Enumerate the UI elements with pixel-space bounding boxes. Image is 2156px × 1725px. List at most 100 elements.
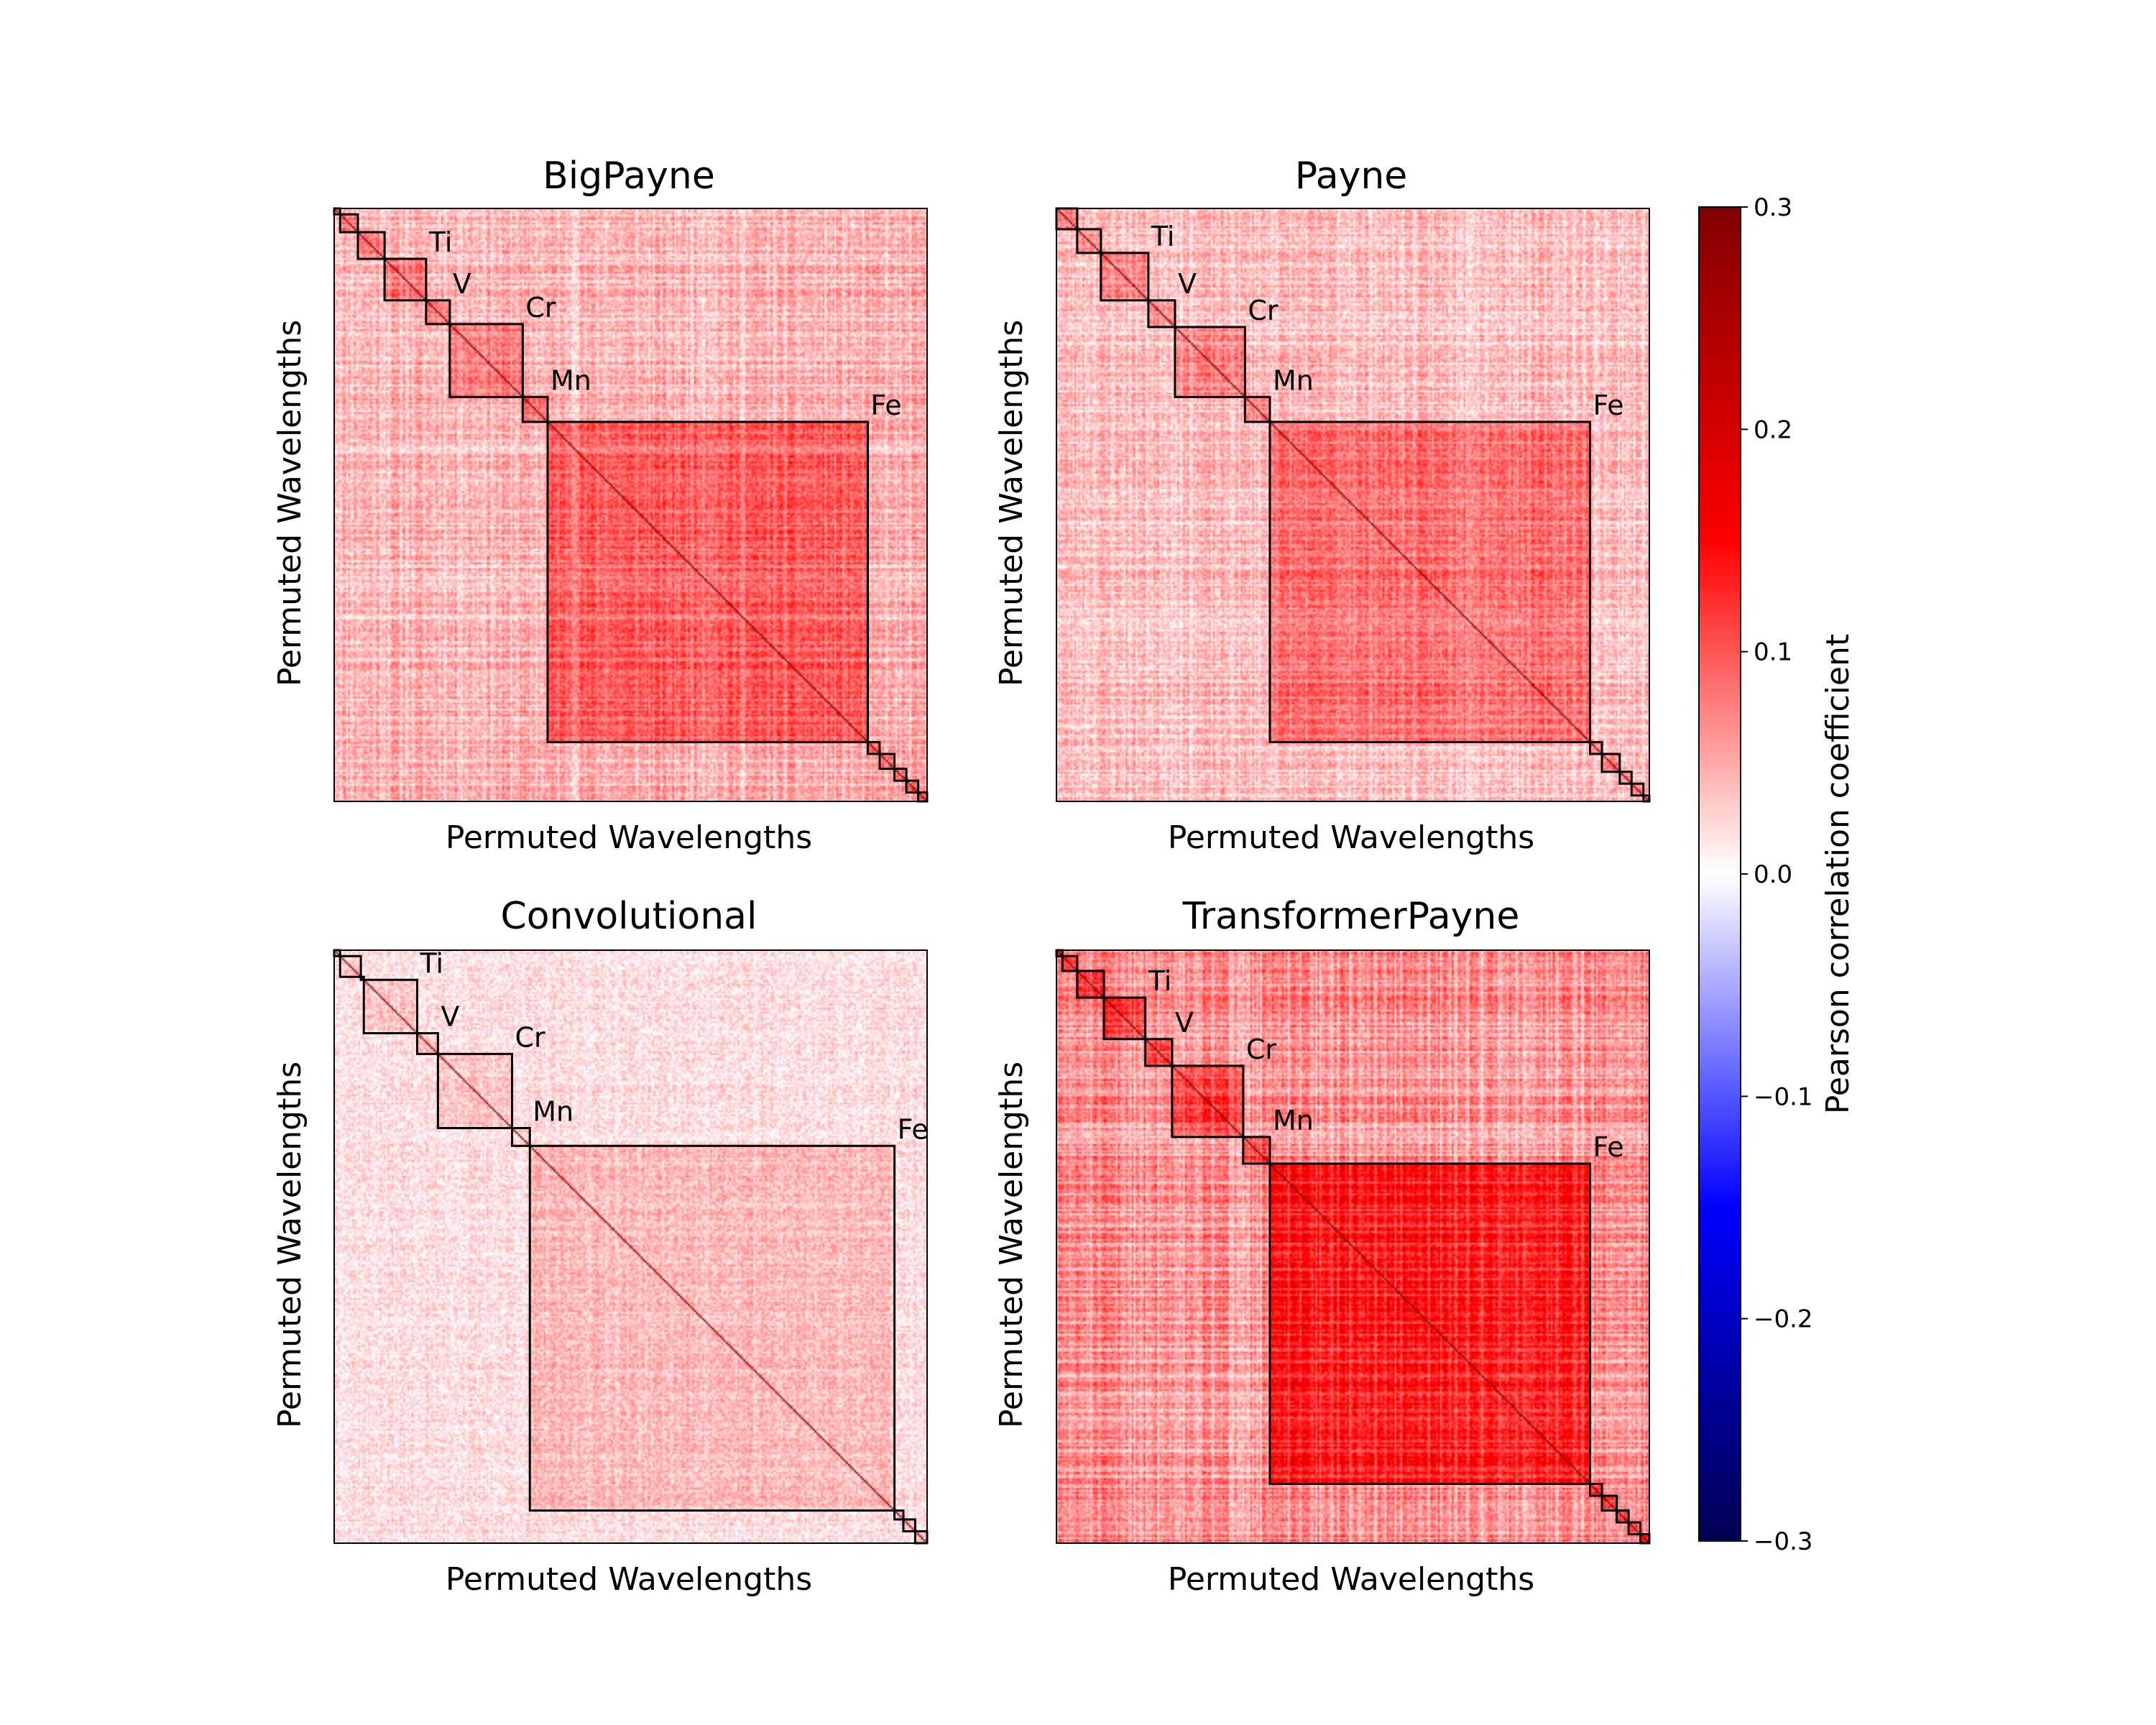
panel-title: TransformerPayne (1182, 895, 1520, 938)
x-axis-label: Permuted Wavelengths (446, 819, 812, 856)
axes-frame (1056, 949, 1650, 1544)
panel-title: Convolutional (501, 895, 757, 938)
colorbar-tick-label: 0.1 (1754, 638, 1792, 667)
block-label: Fe (1593, 390, 1624, 421)
block-box (1144, 1038, 1174, 1067)
y-axis-label: Permuted Wavelengths (272, 1062, 308, 1428)
block-box (511, 1127, 531, 1147)
block-box (1268, 1162, 1591, 1485)
y-axis-label: Permuted Wavelengths (993, 320, 1030, 686)
block-box (338, 954, 362, 978)
panel-transformerpayne: TransformerPayne TiV Cr Mn Fe Permuted Wave… (993, 895, 1651, 1598)
panel-convolutional: Convolutional Ti V Cr Mn Fe Permuted Wavelen… (272, 895, 929, 1598)
block-box (902, 1518, 916, 1532)
block-label: Ti (1148, 965, 1172, 997)
colorbar-ticks: 0.3 0.2 0.1 0.0 −0.1 −0.2 −0.3 (1741, 193, 1813, 1556)
block-box (383, 257, 428, 302)
block-box (338, 213, 359, 234)
block-box (528, 1144, 896, 1512)
block-box (905, 779, 920, 794)
block-box (436, 1052, 513, 1129)
colorbar-tick-label: 0.3 (1754, 193, 1792, 222)
block-label: Mn (533, 1096, 573, 1128)
block-box (1627, 1521, 1642, 1536)
block-box (356, 231, 386, 260)
heatmap-area: TiV Cr Mn Fe (333, 207, 929, 803)
block-box (1147, 299, 1176, 328)
heatmap-image (1056, 950, 1649, 1543)
block-label: Fe (898, 1113, 929, 1145)
x-axis-label: Permuted Wavelengths (1168, 1561, 1534, 1598)
block-box (1589, 1483, 1603, 1497)
block-box (1076, 970, 1105, 999)
block-box (1174, 326, 1246, 398)
y-axis-label: Permuted Wavelengths (272, 320, 308, 686)
block-box (893, 768, 908, 782)
block-box (878, 753, 896, 770)
colorbar-tick-label: 0.0 (1754, 860, 1792, 889)
colorbar-tick-label: 0.2 (1754, 415, 1792, 444)
colorbar: 0.3 0.2 0.1 0.0 −0.1 −0.2 −0.3 Pearson correla… (1698, 193, 1856, 1556)
block-box (1589, 741, 1603, 755)
block-box (359, 975, 365, 981)
block-label: Fe (1593, 1131, 1624, 1163)
block-label: Cr (1248, 295, 1279, 326)
colorbar-strip (1698, 206, 1741, 1542)
block-box (1630, 782, 1645, 797)
block-label: Cr (1246, 1034, 1277, 1065)
block-box (1243, 395, 1271, 423)
panel-payne: Payne TiV Cr Mn Fe Permuted Wavelengths Per… (993, 155, 1651, 856)
block-label: V (441, 1001, 459, 1033)
block-box (1600, 1494, 1618, 1512)
block-label: V (1175, 1007, 1194, 1039)
block-box (893, 1509, 905, 1521)
block-label: Ti (428, 226, 453, 258)
colorbar-tick-label: −0.3 (1754, 1527, 1813, 1556)
heatmap-area: TiV Cr Mn Fe (1055, 207, 1651, 803)
colorbar-label: Pearson correlation coefficient (1820, 634, 1856, 1114)
block-label: Ti (1151, 221, 1175, 252)
block-label: Mn (1273, 1105, 1314, 1136)
x-axis-label: Permuted Wavelengths (446, 1561, 812, 1598)
panel-title: Payne (1295, 155, 1408, 198)
heatmap-area: TiV Cr Mn Fe (1055, 949, 1651, 1545)
heatmap-image (334, 950, 927, 1543)
block-box (1102, 996, 1147, 1041)
block-label: V (453, 268, 471, 300)
axes-frame (1056, 208, 1650, 802)
block-box (362, 978, 418, 1034)
block-label: Mn (1273, 364, 1314, 396)
colorbar-tick-label: −0.1 (1754, 1082, 1813, 1111)
block-box (425, 299, 451, 326)
panel-title: BigPayne (543, 155, 715, 198)
block-box (1616, 1509, 1630, 1524)
block-box (1171, 1064, 1245, 1138)
block-box (1242, 1136, 1271, 1165)
block-box (1061, 954, 1079, 972)
block-box (521, 395, 549, 423)
block-label: Fe (871, 390, 902, 421)
block-label: Cr (515, 1021, 546, 1053)
block-box (1100, 252, 1150, 302)
colorbar-tick-label: −0.2 (1754, 1305, 1813, 1334)
block-label: Mn (550, 364, 591, 396)
heatmap-image (334, 208, 927, 801)
heatmap-area: Ti V Cr Mn Fe (333, 947, 929, 1545)
block-box (546, 420, 869, 743)
block-label: Cr (525, 292, 556, 323)
block-label: V (1178, 268, 1197, 300)
block-box (1600, 753, 1621, 773)
x-axis-label: Permuted Wavelengths (1168, 819, 1534, 856)
block-box (1618, 770, 1633, 785)
block-box (448, 323, 524, 398)
axes-frame (333, 949, 928, 1544)
block-box (416, 1032, 439, 1055)
y-axis-label: Permuted Wavelengths (993, 1062, 1030, 1428)
heatmap-image (1056, 208, 1649, 801)
block-label: Ti (420, 947, 444, 979)
axes-frame (333, 208, 928, 802)
block-box (867, 741, 881, 755)
block-box (1076, 228, 1102, 254)
